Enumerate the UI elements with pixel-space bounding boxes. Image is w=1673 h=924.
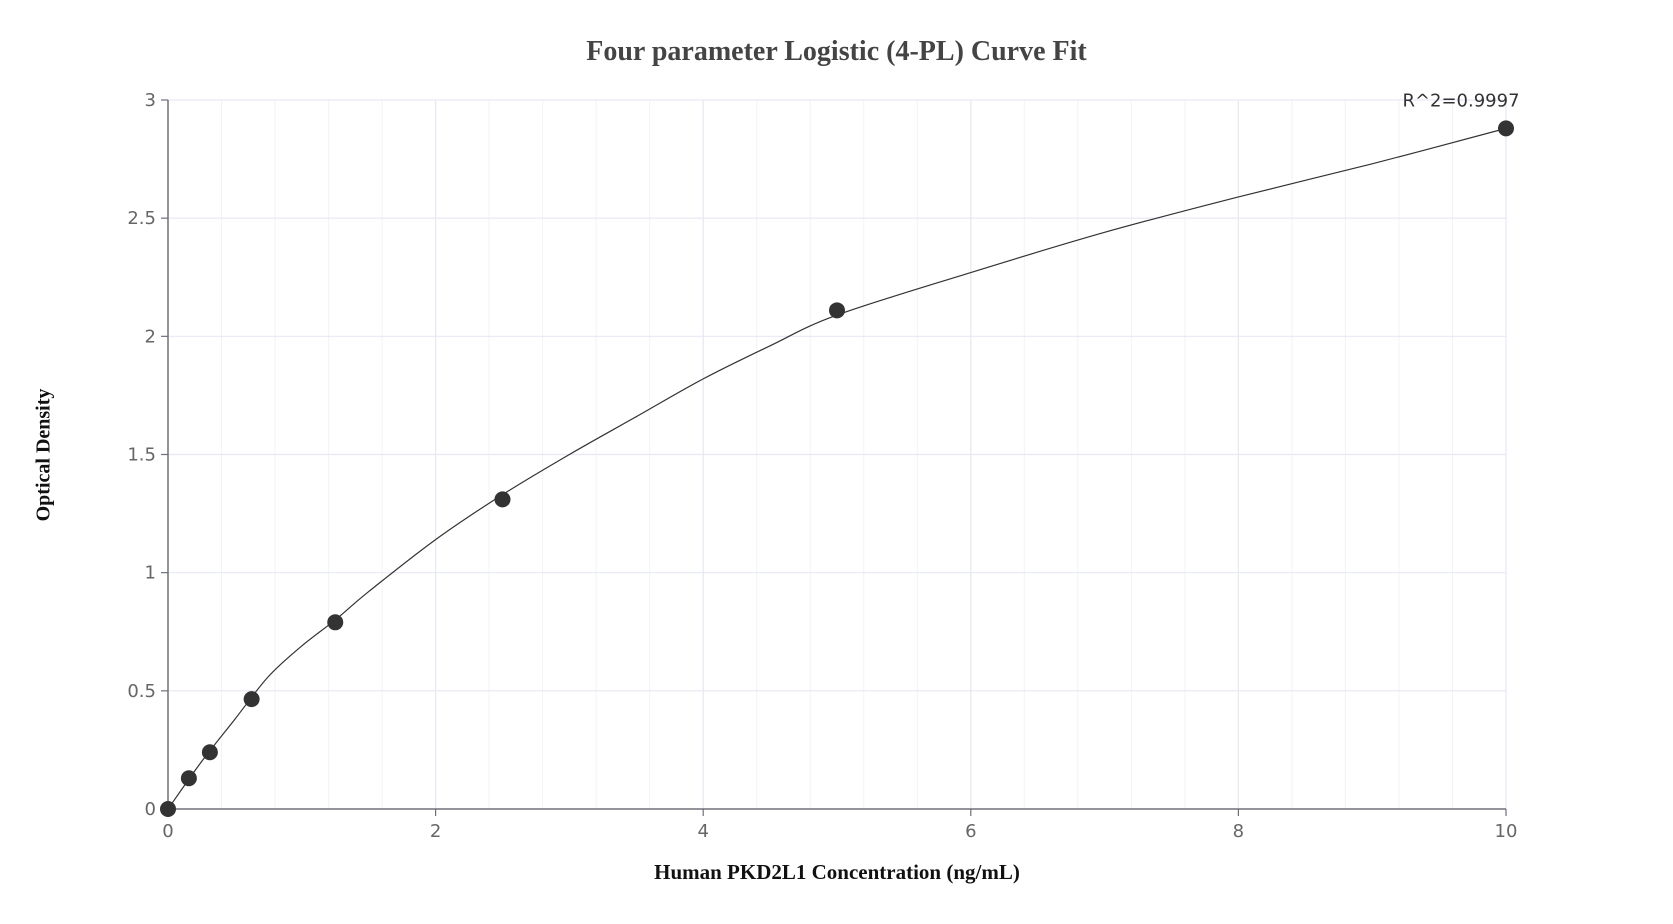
y-tick-label: 0 <box>145 799 156 820</box>
fit-curve <box>167 127 1507 810</box>
y-tick-label: 2.5 <box>127 208 156 229</box>
y-tick-label: 3 <box>145 90 156 111</box>
y-tick-label: 1 <box>145 563 156 584</box>
y-tick-label: 2 <box>145 326 156 347</box>
x-tick-label: 6 <box>965 821 976 842</box>
x-axis-label: Human PKD2L1 Concentration (ng/mL) <box>654 860 1020 884</box>
data-point <box>829 302 845 319</box>
data-point <box>1498 120 1514 137</box>
r-squared-annotation: R^2=0.9997 <box>1402 90 1519 111</box>
x-tick-label: 2 <box>430 821 441 842</box>
data-point <box>327 614 344 631</box>
x-tick-label: 0 <box>162 821 173 842</box>
data-point <box>243 691 260 708</box>
y-tick-label: 1.5 <box>127 445 156 466</box>
major-gridlines <box>168 99 1507 809</box>
data-point <box>494 491 511 508</box>
tick-labels: 0 0.5 1 1.5 2 2.5 3 0 2 4 6 8 10 <box>127 90 1517 842</box>
data-points <box>160 120 1514 817</box>
x-tick-label: 10 <box>1495 821 1518 842</box>
y-tick-label: 0.5 <box>127 681 156 702</box>
chart-title: Four parameter Logistic (4-PL) Curve Fit <box>586 36 1087 67</box>
data-point <box>201 744 218 761</box>
data-point <box>160 801 176 817</box>
data-point <box>180 770 197 787</box>
axes <box>161 99 1507 816</box>
x-tick-label: 4 <box>697 821 708 842</box>
x-tick-label: 8 <box>1233 821 1244 842</box>
